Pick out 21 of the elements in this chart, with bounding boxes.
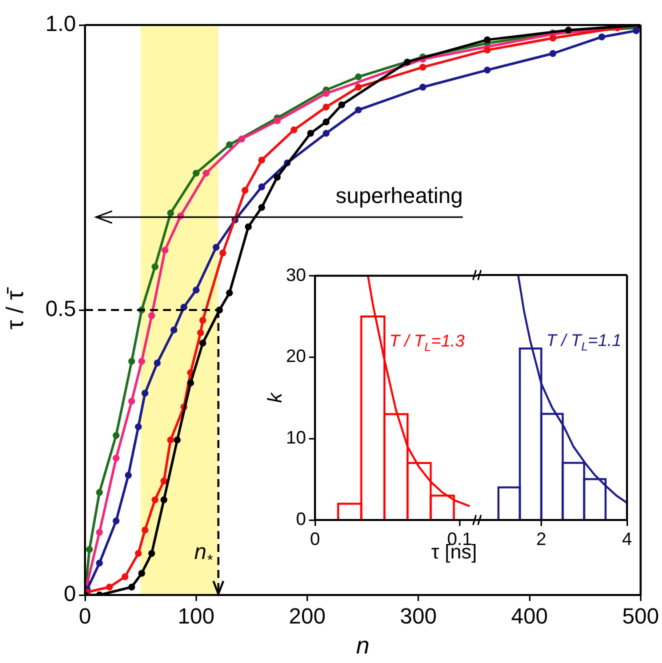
x-tick-label: 300 <box>400 603 437 628</box>
x-tick-label: 4 <box>622 528 632 549</box>
x-tick-label: 2 <box>536 528 546 549</box>
x-tick-label: 100 <box>178 603 214 628</box>
x-tick-label: 0 <box>78 603 92 628</box>
y-axis-title: k <box>264 392 287 403</box>
y-tick-label: 1.0 <box>45 11 76 36</box>
x-tick-label: 200 <box>288 603 326 628</box>
x-tick-label: 500 <box>622 603 660 628</box>
x-axis-title: n <box>356 632 370 660</box>
y-tick-label: 10 <box>286 428 306 448</box>
y-tick-label: 0.5 <box>45 296 76 322</box>
y-tick-label: 20 <box>286 346 306 366</box>
x-tick-label: 0 <box>310 528 320 549</box>
annotation: superheating <box>336 183 463 208</box>
y-tick-label: 0 <box>296 508 306 529</box>
y-axis-title: τ / τ̄ <box>2 286 30 330</box>
y-tick-label: 0 <box>64 581 76 606</box>
x-tick-label: 400 <box>511 603 548 628</box>
y-tick-label: 30 <box>286 264 306 285</box>
ref-line-label: n* <box>194 539 214 569</box>
